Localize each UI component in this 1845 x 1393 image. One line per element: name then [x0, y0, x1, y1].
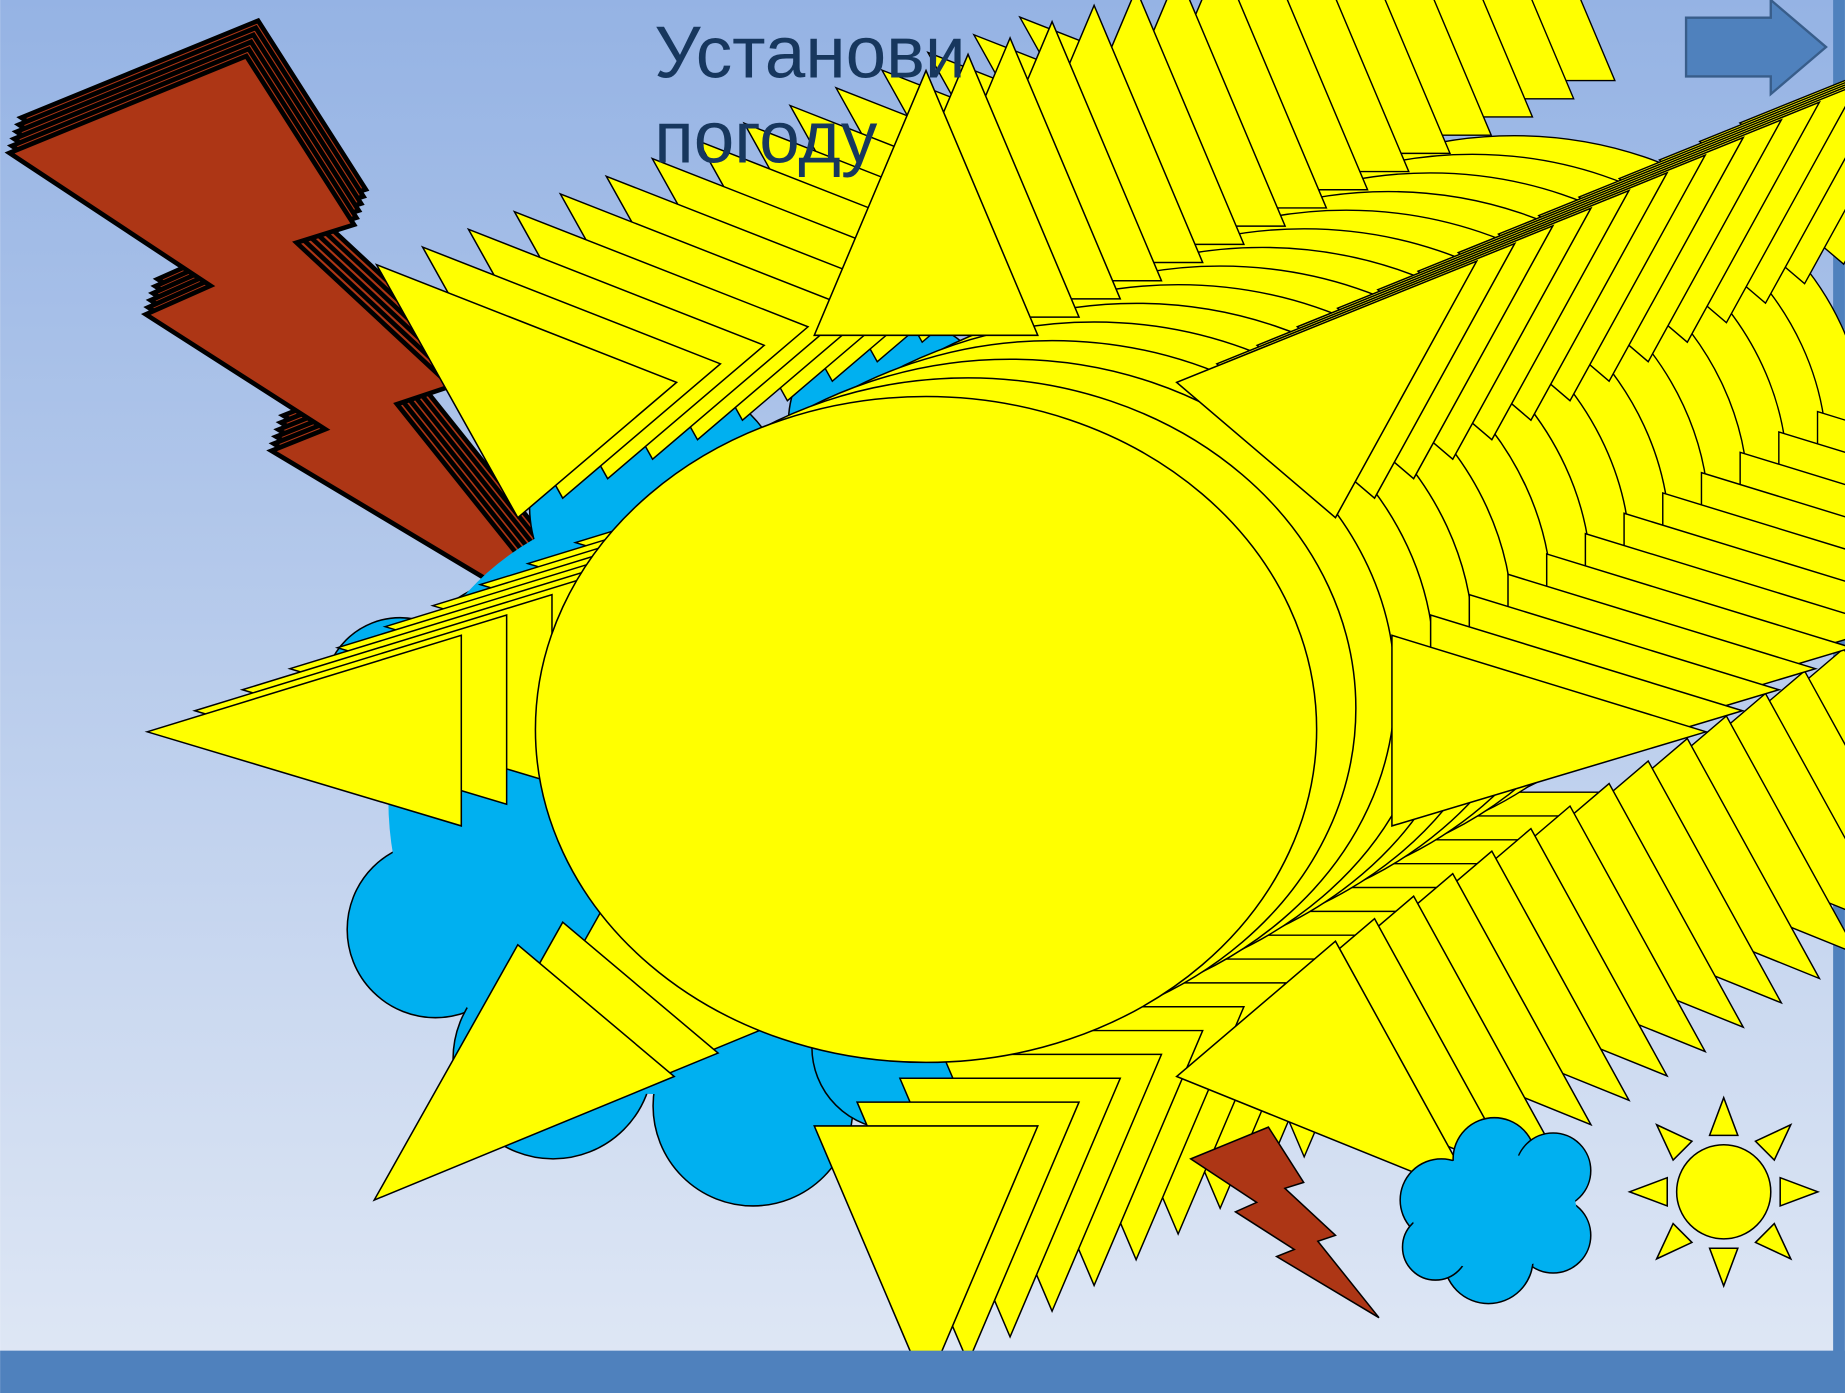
title-line: Установи [654, 13, 965, 94]
next-arrow[interactable] [1684, 0, 1828, 97]
title-line: погоду [654, 97, 878, 178]
bottom-bar [0, 1350, 1845, 1393]
small-cloud [1399, 1116, 1592, 1305]
shapes [10, 0, 1845, 1390]
small-sun[interactable] [1627, 1095, 1821, 1289]
